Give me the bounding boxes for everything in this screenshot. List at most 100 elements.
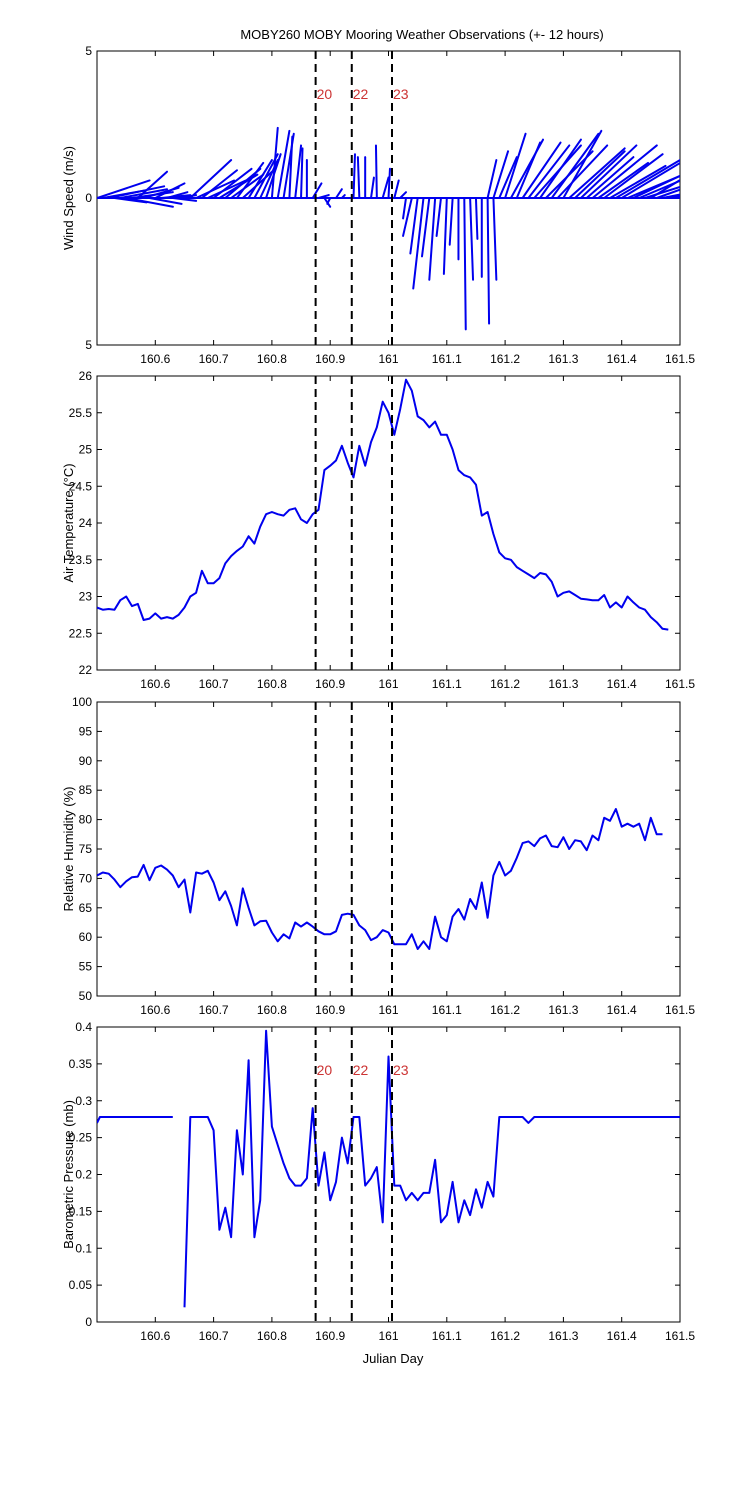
wind-vector — [300, 147, 304, 199]
wind-vector — [206, 179, 247, 199]
rh-y-tick-label: 60 — [79, 930, 93, 944]
wind-vector — [212, 167, 253, 199]
airtemp-y-tick-label: 25.5 — [69, 406, 93, 420]
wind-vector — [435, 197, 442, 237]
baro-x-tick-label: 160.9 — [315, 1329, 345, 1343]
wind-vector — [579, 144, 638, 199]
wind-vector — [521, 141, 562, 199]
baro-x-tick-label: 161.1 — [432, 1329, 462, 1343]
wind-vector — [632, 174, 680, 199]
wind-vector — [562, 129, 603, 199]
wind-vector — [448, 197, 454, 246]
rh-y-axis-label: Relative Humidity (%) — [61, 787, 76, 912]
rh-y-tick-label: 85 — [79, 783, 93, 797]
wind-vector — [276, 129, 291, 199]
wind-event-marker-label: 20 — [317, 86, 333, 102]
baro-series-line — [97, 1116, 173, 1124]
wind-x-tick-label: 161.3 — [548, 352, 578, 366]
rh-y-tick-label: 70 — [79, 871, 93, 885]
airtemp-y-tick-label: 22 — [79, 663, 93, 677]
airtemp-x-tick-label: 160.8 — [257, 677, 287, 691]
wind-vector — [649, 178, 680, 199]
airtemp-y-tick-label: 24.5 — [69, 479, 93, 493]
wind-vector — [335, 188, 343, 199]
wind-vector — [638, 179, 680, 199]
wind-x-tick-label: 161.2 — [490, 352, 520, 366]
wind-vector — [294, 144, 303, 199]
rh-x-tick-label: 161.4 — [607, 1003, 637, 1017]
wind-vector — [609, 164, 667, 199]
airtemp-x-tick-label: 161.5 — [665, 677, 695, 691]
wind-vector — [556, 144, 609, 199]
wind-vector — [230, 173, 265, 199]
baro-y-tick-label: 0.2 — [75, 1168, 92, 1182]
wind-vector — [402, 197, 407, 220]
wind-vector — [200, 169, 238, 199]
wind-x-tick-label: 161.4 — [607, 352, 637, 366]
airtemp-y-tick-label: 22.5 — [69, 626, 93, 640]
baro-x-tick-label: 160.7 — [199, 1329, 229, 1343]
wind-vector — [136, 170, 169, 199]
wind-vector — [97, 179, 151, 199]
wind-vector — [614, 159, 680, 199]
wind-vector — [247, 159, 273, 199]
rh-x-tick-label: 161.5 — [665, 1003, 695, 1017]
baro-event-marker-label: 22 — [353, 1062, 369, 1078]
airtemp-y-tick-label: 23 — [79, 590, 93, 604]
wind-x-tick-label: 160.7 — [199, 352, 229, 366]
airtemp-x-tick-label: 161.1 — [432, 677, 462, 691]
wind-vector — [387, 167, 391, 199]
wind-vector — [442, 197, 448, 275]
baro-y-tick-label: 0 — [85, 1315, 92, 1329]
rh-y-tick-label: 80 — [79, 813, 93, 827]
rh-series-line — [97, 808, 663, 950]
wind-vector — [603, 153, 664, 199]
wind-vector — [370, 176, 375, 199]
wind-vector — [125, 197, 174, 208]
rh-x-tick-label: 161.3 — [548, 1003, 578, 1017]
wind-x-tick-label: 160.9 — [315, 352, 345, 366]
wind-vector — [288, 135, 294, 199]
rh-x-tick-label: 160.6 — [140, 1003, 170, 1017]
baro-event-marker-label: 23 — [393, 1062, 409, 1078]
wind-vector — [574, 150, 626, 199]
wind-vector — [597, 161, 650, 199]
wind-vector — [655, 188, 680, 199]
wind-vector — [474, 197, 479, 240]
airtemp-x-tick-label: 160.9 — [315, 677, 345, 691]
wind-vector — [620, 161, 680, 199]
wind-x-tick-label: 161.5 — [665, 352, 695, 366]
baro-y-tick-label: 0.15 — [69, 1204, 93, 1218]
wind-vector — [486, 159, 498, 199]
rh-x-tick-label: 161.1 — [432, 1003, 462, 1017]
rh-x-tick-label: 161 — [378, 1003, 398, 1017]
wind-vector — [486, 197, 491, 325]
baro-event-marker-label: 20 — [317, 1062, 333, 1078]
wind-vector — [374, 144, 378, 199]
rh-x-tick-label: 160.9 — [315, 1003, 345, 1017]
wind-vector — [402, 197, 413, 237]
wind-vector — [253, 153, 279, 199]
wind-vector — [356, 156, 361, 199]
baro-y-axis-label: Barometric Pressure (mb) — [61, 1100, 76, 1249]
wind-event-marker-label: 23 — [393, 86, 409, 102]
baro-x-tick-label: 161 — [378, 1329, 398, 1343]
wind-y-axis-label: Wind Speed (m/s) — [61, 146, 76, 250]
wind-vector — [492, 197, 498, 281]
airtemp-y-tick-label: 23.5 — [69, 553, 93, 567]
wind-vector — [107, 185, 166, 199]
rh-data — [97, 808, 663, 950]
wind-vector — [550, 132, 600, 199]
rh-x-tick-label: 160.7 — [199, 1003, 229, 1017]
wind-vector — [498, 156, 518, 199]
rh-x-tick-label: 161.2 — [490, 1003, 520, 1017]
baro-series-line — [183, 1029, 680, 1308]
wind-vector — [352, 153, 356, 199]
baro-x-tick-label: 160.8 — [257, 1329, 287, 1343]
wind-panel: 160.6 160.7 160.8 160.9 161 161.1 161.2 161.3 16… — [61, 44, 695, 366]
wind-x-tick-label: 161.1 — [432, 352, 462, 366]
rh-y-tick-label: 75 — [79, 842, 93, 856]
airtemp-y-tick-label: 25 — [79, 443, 93, 457]
wind-vector — [527, 144, 571, 199]
